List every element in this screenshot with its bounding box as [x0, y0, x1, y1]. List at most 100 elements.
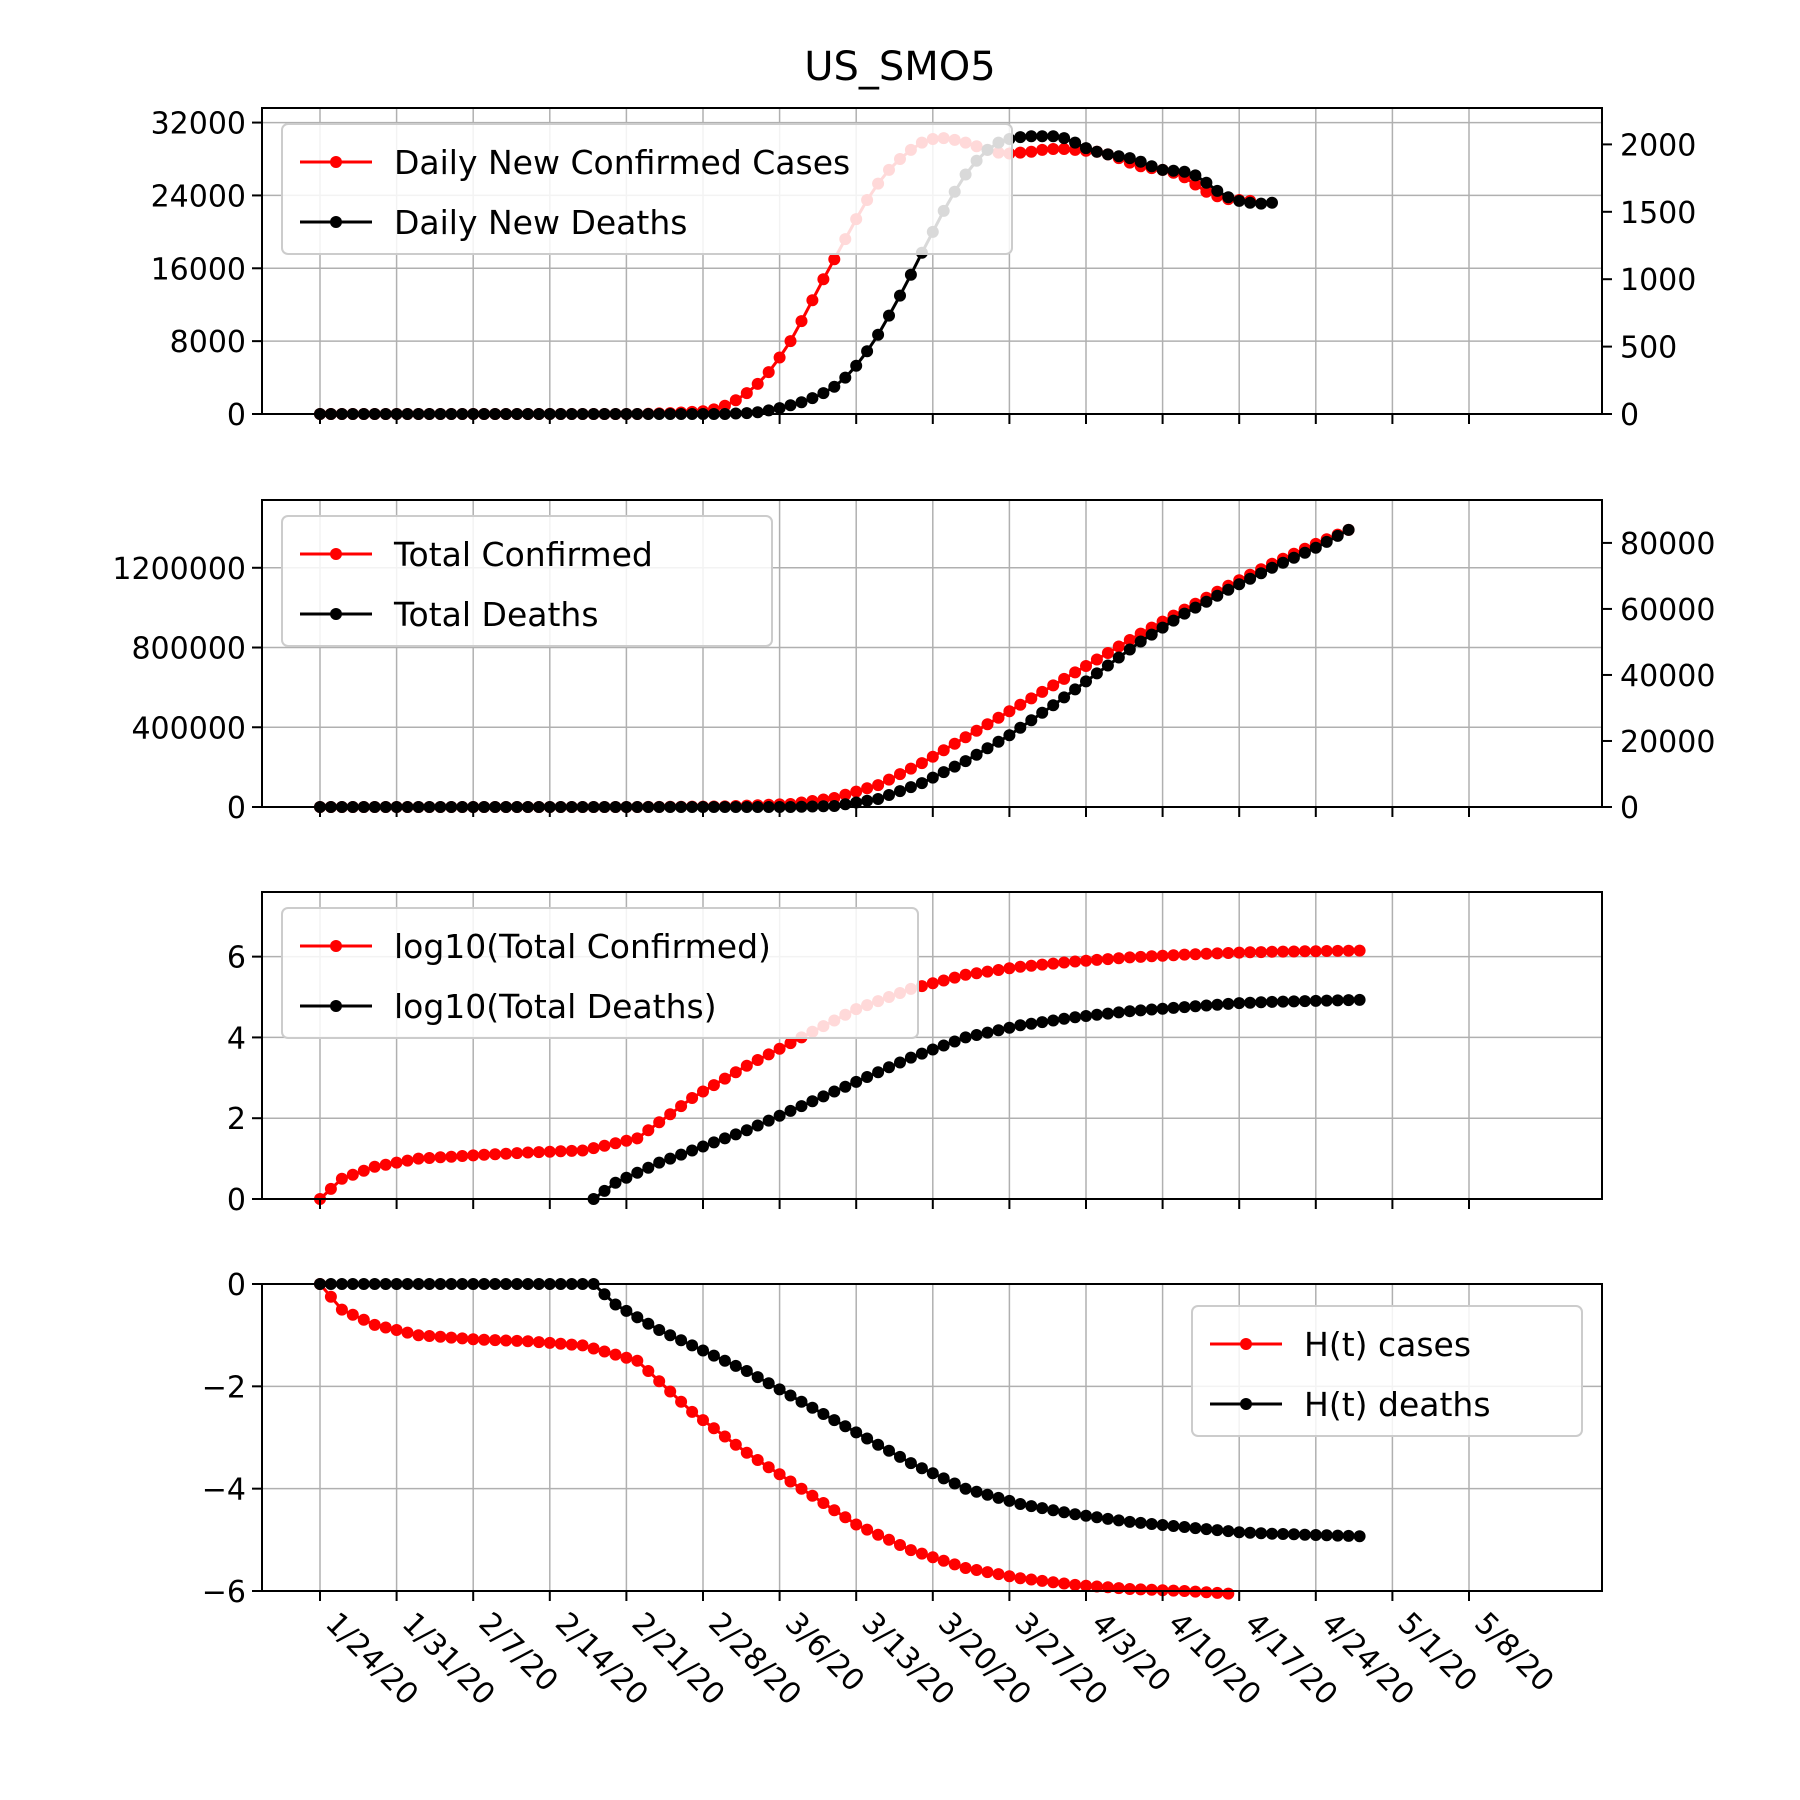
- data-point: [511, 1334, 523, 1347]
- legend-marker: [330, 608, 342, 620]
- data-point: [740, 1446, 753, 1459]
- data-point: [1222, 997, 1235, 1010]
- legend-entry: Daily New Confirmed Cases: [394, 143, 850, 182]
- data-point: [379, 1321, 392, 1334]
- data-point: [1101, 148, 1114, 161]
- y-tick-label: −2: [202, 1370, 246, 1405]
- data-point: [1309, 994, 1322, 1007]
- y-tick-label: 24000: [151, 179, 246, 214]
- data-point: [631, 1166, 644, 1179]
- legend-box: [281, 123, 1013, 255]
- data-point: [1025, 1500, 1038, 1513]
- data-point: [1298, 1528, 1311, 1541]
- data-point: [324, 1182, 337, 1195]
- legend-marker: [330, 940, 342, 952]
- data-point: [1156, 1519, 1169, 1531]
- data-point: [806, 1095, 819, 1108]
- y-tick-label: −4: [202, 1473, 246, 1508]
- data-point: [981, 718, 994, 731]
- data-point: [817, 387, 830, 400]
- data-point: [1069, 683, 1082, 696]
- data-point: [1353, 1530, 1366, 1543]
- data-point: [401, 1326, 414, 1339]
- data-point: [937, 1472, 950, 1485]
- x-axis: 1/24/201/31/202/7/202/14/202/21/202/28/2…: [318, 1606, 1560, 1713]
- data-point: [467, 1333, 480, 1346]
- data-point: [1090, 1511, 1103, 1524]
- data-point: [784, 399, 797, 412]
- data-point: [1134, 950, 1147, 963]
- data-point: [937, 974, 950, 987]
- data-point: [1069, 955, 1082, 968]
- data-point: [948, 760, 961, 773]
- data-point: [1189, 1522, 1202, 1535]
- data-point: [718, 1072, 731, 1085]
- data-point: [718, 1354, 731, 1367]
- y-tick-label: 800000: [131, 632, 246, 667]
- data-point: [1266, 945, 1278, 958]
- data-point: [1244, 196, 1257, 209]
- y-right-tick-label: 500: [1620, 331, 1677, 366]
- data-point: [1178, 948, 1191, 961]
- legend-entry: Total Confirmed: [393, 535, 653, 574]
- data-point: [883, 773, 895, 786]
- data-point: [423, 1330, 436, 1342]
- data-point: [861, 1071, 874, 1083]
- data-point: [839, 1080, 852, 1093]
- data-point: [1266, 1527, 1278, 1540]
- data-point: [478, 1148, 491, 1161]
- data-point: [1320, 994, 1333, 1007]
- data-point: [1189, 169, 1202, 182]
- data-point: [576, 1144, 589, 1157]
- panel-h-t: −6 −4 −2 0 H(t) cases H(t) deaths: [202, 1268, 1603, 1610]
- data-point: [828, 1504, 841, 1517]
- data-point: [1145, 1003, 1158, 1016]
- data-point: [839, 788, 852, 801]
- data-point: [894, 785, 906, 798]
- data-point: [981, 1488, 994, 1501]
- data-point: [346, 1168, 359, 1181]
- data-point: [718, 1430, 731, 1443]
- data-point: [1233, 578, 1246, 591]
- data-point: [642, 1161, 655, 1174]
- data-point: [1047, 143, 1060, 155]
- data-point: [653, 1375, 666, 1388]
- data-point: [598, 1139, 611, 1152]
- data-point: [1353, 944, 1366, 957]
- y-right-tick-label: 80000: [1620, 527, 1715, 562]
- data-point: [992, 1024, 1005, 1037]
- y-tick-label: 8000: [170, 325, 246, 360]
- data-point: [1200, 947, 1213, 960]
- y-tick-label: 16000: [151, 252, 246, 287]
- data-point: [1090, 145, 1103, 158]
- data-point: [1058, 1012, 1071, 1025]
- data-point: [686, 1405, 699, 1418]
- data-point: [1331, 529, 1344, 542]
- data-point: [357, 1164, 370, 1177]
- legend-entry: Total Deaths: [393, 595, 599, 634]
- data-point: [872, 328, 885, 341]
- y-right-tick-label: 0: [1620, 398, 1639, 433]
- data-point: [587, 1142, 600, 1155]
- data-point: [1222, 947, 1235, 959]
- series-h-t-1: [314, 1278, 1366, 1543]
- data-point: [598, 1288, 611, 1301]
- data-point: [773, 1109, 786, 1122]
- legend-h-t: H(t) cases H(t) deaths: [1191, 1305, 1583, 1437]
- data-point: [1036, 143, 1049, 156]
- data-point: [1189, 948, 1202, 961]
- data-point: [445, 1331, 458, 1344]
- data-point: [489, 1334, 502, 1347]
- legend-marker: [1240, 1398, 1252, 1410]
- data-point: [1123, 951, 1136, 964]
- data-point: [894, 289, 906, 302]
- data-point: [1189, 601, 1202, 614]
- data-point: [937, 766, 950, 779]
- data-point: [729, 394, 742, 407]
- data-point: [653, 1324, 666, 1336]
- data-point: [850, 1518, 863, 1531]
- data-point: [948, 737, 961, 750]
- data-point: [926, 750, 939, 763]
- y-right-tick-label: 1000: [1620, 263, 1696, 298]
